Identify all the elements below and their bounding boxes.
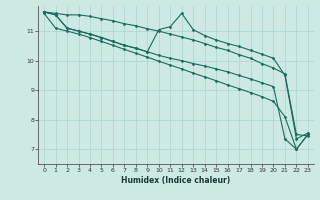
X-axis label: Humidex (Indice chaleur): Humidex (Indice chaleur)	[121, 176, 231, 185]
